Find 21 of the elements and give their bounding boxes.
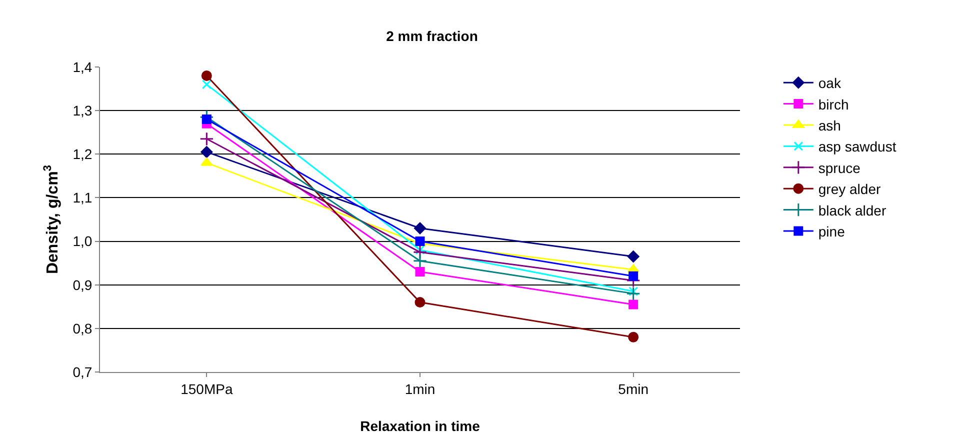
legend-label: asp sawdust [818, 138, 896, 155]
legend-label: ash [818, 117, 841, 134]
y-tick-label: 1,0 [72, 233, 92, 250]
chart-title: 2 mm fraction [386, 28, 478, 44]
x-tick-label: 5min [618, 380, 649, 397]
y-tick-label: 0,9 [72, 276, 92, 293]
y-tick-label: 0,8 [72, 320, 92, 336]
y-tick-label: 1,4 [72, 58, 92, 75]
y-tick-label: 1,2 [72, 146, 92, 162]
legend-label: birch [818, 96, 849, 112]
x-tick-label: 1min [404, 380, 436, 397]
x-tick-label: 150MPa [180, 380, 233, 397]
legend-label: pine [818, 223, 846, 240]
y-tick-label: 0,7 [72, 364, 92, 380]
y-tick-label: 1,1 [72, 190, 92, 206]
y-tick-label: 1,3 [72, 102, 92, 118]
legend-label: spruce [818, 160, 861, 176]
legend-label: black alder [818, 202, 886, 218]
x-axis-title: Relaxation in time [360, 418, 480, 434]
legend-label: oak [818, 75, 842, 92]
legend-label: grey alder [818, 181, 881, 198]
